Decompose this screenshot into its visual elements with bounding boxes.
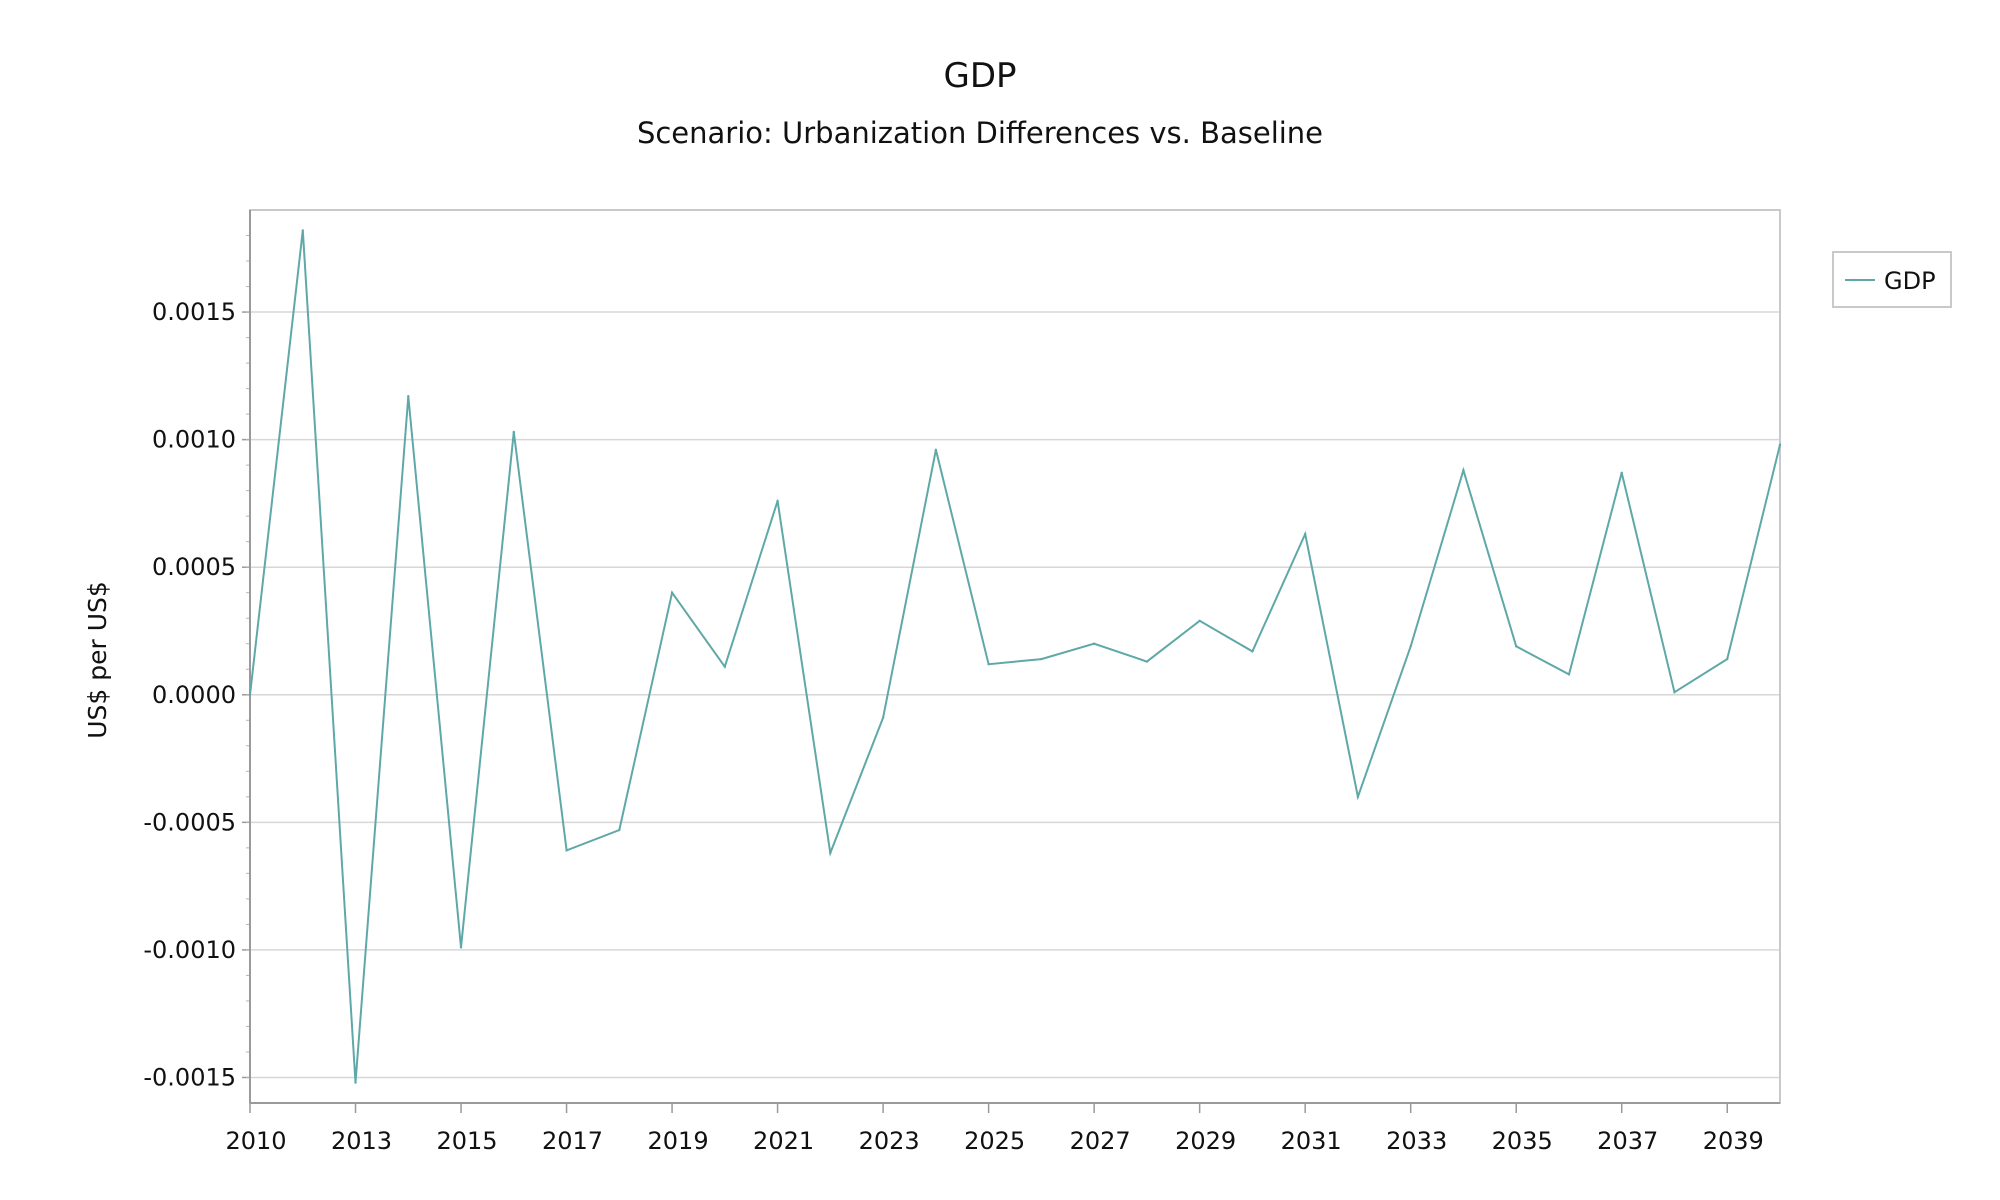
data-point [1303,532,1307,536]
data-point [459,946,463,949]
data-point [723,665,727,668]
data-point [301,229,304,232]
axes: 0.0015 0.0010 0.0005 0.0000 -0.0005 -0.0010 -0… [143,210,1780,1155]
data-point [1620,471,1623,474]
series-line-gdp [249,230,1781,1083]
grid-lines [250,311,1780,1079]
x-tick-label: 2019 [648,1127,709,1155]
x-tick-label: 2017 [542,1127,603,1155]
x-tick-label: 2029 [1175,1127,1236,1155]
x-tick-label: 2025 [964,1127,1025,1155]
data-point [1251,650,1254,653]
data-point [1515,645,1518,648]
y-tick-label: -0.0010 [143,936,236,964]
x-tick-label: 2010 [225,1127,286,1155]
y-axis-label: US$ per US$ [83,581,112,739]
chart-subtitle: Scenario: Urbanization Differences vs. B… [637,116,1323,150]
data-point [1673,691,1676,694]
y-tick-label: 0.0015 [152,298,236,326]
y-tick-label: -0.0015 [143,1063,236,1091]
data-point [1726,657,1729,661]
x-tick-label: 2021 [753,1127,814,1155]
data-point [1198,619,1201,622]
plot-frame [249,209,1781,1104]
x-tick-label: 2033 [1386,1127,1447,1155]
data-point [1092,642,1096,645]
data-point [354,1081,357,1084]
x-tick-label: 2031 [1281,1127,1342,1155]
data-point [934,448,938,452]
y-tick-label: -0.0005 [143,808,236,836]
data-point [829,851,832,855]
series-layer [248,229,1782,1084]
x-tick-label: 2039 [1703,1127,1764,1155]
y-tick-label: 0.0000 [152,681,236,709]
data-point [1778,443,1782,446]
data-point [1409,645,1412,648]
x-tick-label: 2013 [331,1127,392,1155]
data-point [776,499,779,503]
data-point [987,662,990,666]
data-point [512,430,515,434]
data-point [670,591,674,594]
data-point [1040,657,1043,661]
legend-label: GDP [1884,267,1936,295]
chart-title: GDP [943,56,1016,96]
data-point [565,849,568,852]
x-tick-label: 2035 [1492,1127,1553,1155]
x-tick-label: 2027 [1070,1127,1131,1155]
legend: GDP [1832,251,1952,308]
data-point [248,693,252,696]
x-tick-label: 2015 [436,1127,497,1155]
data-point [1567,673,1571,676]
data-point [1356,795,1360,799]
data-point [407,395,410,398]
data-point [881,716,885,719]
x-tick-label: 2037 [1597,1127,1658,1155]
y-tick-label: 0.0005 [152,553,236,581]
data-point [618,828,621,832]
data-point [1462,469,1465,472]
data-point [1145,660,1149,663]
y-tick-label: 0.0010 [152,426,236,454]
x-tick-label: 2023 [859,1127,920,1155]
